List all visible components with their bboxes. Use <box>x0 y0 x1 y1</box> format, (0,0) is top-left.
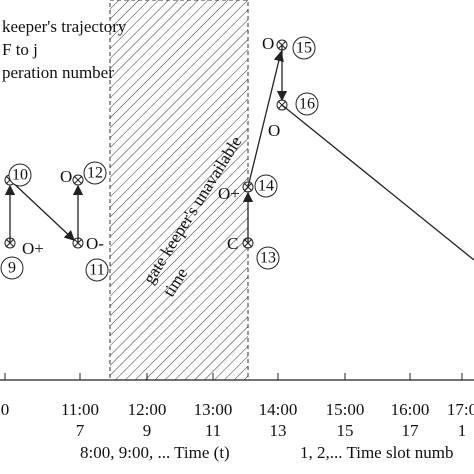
point-cross <box>73 238 83 248</box>
time-label: 0 <box>1 400 10 419</box>
point-marker <box>242 181 254 193</box>
legend-text: keeper's trajectory <box>2 17 127 36</box>
node-label: O+ <box>218 184 240 203</box>
slot-caption: 1, 2,... Time slot numb <box>300 443 454 462</box>
time-label: 13:00 <box>194 400 233 419</box>
point-cross <box>243 238 253 248</box>
slot-label: 13 <box>270 421 287 440</box>
points <box>4 39 288 249</box>
trajectory <box>4 45 474 261</box>
node-label: C <box>227 234 238 253</box>
node-circle <box>256 246 280 270</box>
time-label: 14:00 <box>259 400 298 419</box>
unavailable-region <box>109 0 249 381</box>
time-label: 11:00 <box>61 400 99 419</box>
node-number: 12 <box>87 165 103 182</box>
node-circle <box>254 174 278 198</box>
node-circle <box>0 256 24 280</box>
node-circle <box>295 92 319 116</box>
point-marker <box>276 99 288 111</box>
node-label: O+ <box>22 239 44 258</box>
time-caption: 8:00, 9:00, ... Time (t) <box>80 443 230 462</box>
node-number: 15 <box>296 40 312 57</box>
point-cross <box>73 175 83 185</box>
point-marker <box>72 174 84 186</box>
time-label: 15:00 <box>326 400 365 419</box>
time-label: 16:00 <box>391 400 430 419</box>
point-cross <box>243 182 253 192</box>
point-cross <box>5 238 15 248</box>
point-marker <box>72 237 84 249</box>
node-number: 14 <box>258 178 274 195</box>
slot-label: 1 <box>458 421 467 440</box>
node-circle <box>85 258 109 282</box>
node-circle <box>8 163 32 187</box>
point-marker <box>276 39 288 51</box>
slot-label: 17 <box>402 421 420 440</box>
node-label: O <box>268 121 280 140</box>
node-circle <box>83 161 107 185</box>
node-number: 11 <box>89 262 104 279</box>
node-number: 13 <box>260 250 276 267</box>
slot-label: 11 <box>205 421 221 440</box>
point-cross <box>277 40 287 50</box>
legend-text: peration number <box>2 63 114 82</box>
point-cross <box>277 100 287 110</box>
point-marker <box>4 237 16 249</box>
slot-label: 15 <box>337 421 354 440</box>
time-label: 12:00 <box>128 400 167 419</box>
legend-text: F to j <box>2 40 38 59</box>
slot-label: 7 <box>76 421 85 440</box>
node-circle <box>292 36 316 60</box>
node-number: 16 <box>299 96 315 113</box>
node-label: O <box>60 167 72 186</box>
node-number: 9 <box>8 260 16 277</box>
slot-label: 9 <box>143 421 152 440</box>
node-label: O- <box>86 234 104 253</box>
point-marker <box>242 237 254 249</box>
time-label: 17:0 <box>447 400 474 419</box>
node-number: 10 <box>12 167 28 184</box>
node-label: O <box>262 34 274 53</box>
